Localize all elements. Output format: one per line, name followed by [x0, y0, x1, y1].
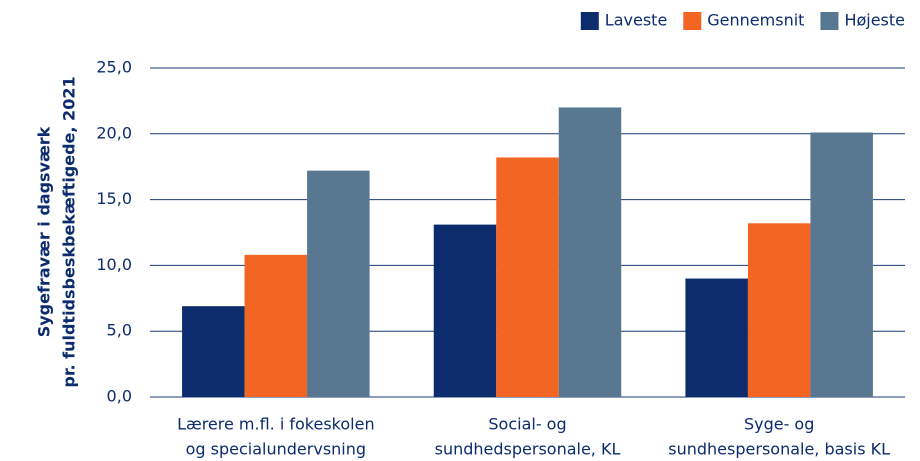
- x-tick-label: Syge- og: [744, 415, 814, 434]
- legend-swatch: [580, 12, 599, 30]
- y-axis-title-line: Sygefravær i dagsværk: [35, 126, 54, 337]
- bar: [182, 306, 245, 397]
- bar: [558, 107, 622, 397]
- x-tick-label: Lærere m.fl. i fokeskolen: [177, 415, 375, 434]
- bar: [685, 278, 748, 397]
- x-tick-label: og specialundervsning: [186, 440, 366, 459]
- y-axis-title: Sygefravær i dagsværk pr. fuldtidsbeskbe…: [35, 76, 79, 387]
- legend-swatch: [683, 12, 702, 30]
- y-tick-label: 15,0: [96, 189, 132, 208]
- bar: [496, 157, 559, 397]
- y-tick-label: 10,0: [96, 255, 132, 274]
- bar: [747, 223, 811, 397]
- bar: [307, 170, 370, 397]
- x-tick-label: sundhedspersonale, KL: [435, 440, 621, 459]
- x-tick-label: sundhespersonale, basis KL: [668, 440, 890, 459]
- bar: [244, 254, 308, 397]
- y-tick-label: 20,0: [96, 123, 132, 142]
- y-axis-title-line: pr. fuldtidsbeskbekæftigede, 2021: [60, 76, 79, 387]
- x-tick-label: Social- og: [488, 415, 566, 434]
- y-tick-label: 5,0: [107, 321, 132, 340]
- legend-label: Højeste: [844, 11, 905, 30]
- y-tick-label: 0,0: [107, 387, 132, 406]
- legend-label: Gennemsnit: [707, 11, 804, 30]
- legend-label: Laveste: [605, 11, 667, 30]
- bar: [810, 132, 873, 397]
- bar: [433, 224, 497, 397]
- legend-swatch: [820, 12, 839, 30]
- y-tick-label: 25,0: [96, 58, 132, 77]
